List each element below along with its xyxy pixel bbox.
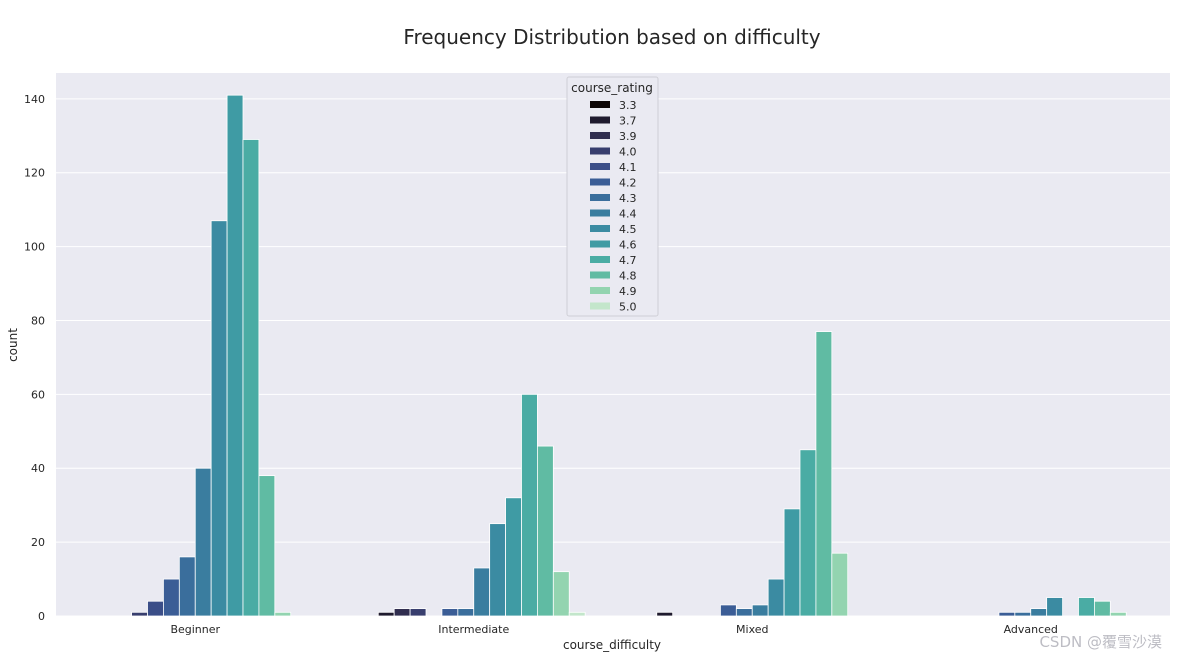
bar <box>799 449 817 617</box>
bar <box>521 393 538 617</box>
bar <box>178 556 196 617</box>
bar <box>393 608 411 617</box>
bar <box>131 611 148 617</box>
bar <box>163 578 180 617</box>
legend-label: 3.9 <box>619 130 637 143</box>
legend-label: 3.7 <box>619 115 637 128</box>
legend-swatch <box>590 209 610 217</box>
legend-label: 4.1 <box>619 161 637 174</box>
legend-swatch <box>590 240 610 248</box>
chart-title: Frequency Distribution based on difficul… <box>403 25 820 49</box>
legend-swatch <box>590 163 610 170</box>
y-tick-label: 140 <box>24 93 45 106</box>
bar <box>274 611 292 617</box>
legend-label: 4.8 <box>619 270 637 283</box>
bar <box>656 611 674 617</box>
legend-label: 3.3 <box>619 99 637 112</box>
legend-swatch <box>590 101 610 108</box>
bar <box>568 611 586 617</box>
x-tick-label: Advanced <box>1004 623 1058 636</box>
y-tick-label: 120 <box>24 167 45 180</box>
legend-frame <box>566 76 659 317</box>
bar <box>815 331 833 617</box>
legend-swatch <box>590 116 610 124</box>
bar <box>1109 611 1127 617</box>
bar <box>1094 600 1111 617</box>
x-tick-label: Intermediate <box>438 623 509 636</box>
legend-swatch <box>590 302 610 310</box>
legend-label: 4.0 <box>619 146 637 159</box>
bar <box>552 571 570 617</box>
bar <box>473 567 491 617</box>
bar <box>489 523 506 617</box>
bar <box>210 220 228 617</box>
x-tick-labels: Beginner Intermediate Mixed Advanced <box>170 623 1057 636</box>
bar <box>147 600 164 617</box>
bar <box>783 508 801 617</box>
legend-swatch <box>590 287 610 294</box>
legend-title: course_rating <box>571 81 653 95</box>
legend-swatch <box>590 271 610 279</box>
y-tick-label: 100 <box>24 241 45 254</box>
bar <box>242 139 260 617</box>
y-tick-label: 40 <box>31 462 45 475</box>
legend-label: 4.7 <box>619 254 637 267</box>
legend-swatch <box>590 178 610 186</box>
bar <box>377 611 395 617</box>
legend: course_rating 3.3 3.7 3.9 4.0 4.1 4.2 4.3 4.4 4.… <box>566 76 659 317</box>
legend-label: 5.0 <box>619 301 637 314</box>
y-tick-label: 20 <box>31 536 45 549</box>
bar <box>720 604 737 617</box>
bar <box>505 497 522 617</box>
bar <box>409 608 427 617</box>
x-tick-label: Beginner <box>170 623 220 636</box>
bar <box>457 608 475 617</box>
legend-swatch <box>590 194 610 201</box>
legend-label: 4.3 <box>619 192 637 205</box>
legend-swatch <box>590 256 610 263</box>
legend-swatch <box>590 147 610 155</box>
legend-label: 4.6 <box>619 239 637 252</box>
y-axis-label: count <box>6 328 20 362</box>
bar <box>831 552 849 617</box>
watermark: CSDN @覆雪沙漠 <box>1039 633 1162 651</box>
bar <box>226 94 244 617</box>
x-axis-label: course_difficulty <box>563 638 661 652</box>
bars <box>131 94 1127 617</box>
legend-label: 4.4 <box>619 208 637 221</box>
bar <box>767 578 785 617</box>
x-tick-label: Mixed <box>736 623 768 636</box>
legend-label: 4.9 <box>619 285 637 298</box>
legend-label: 4.5 <box>619 223 637 236</box>
y-tick-label: 0 <box>38 610 45 623</box>
bar <box>1046 597 1063 617</box>
legend-swatch <box>590 132 610 139</box>
bar <box>1014 611 1032 617</box>
y-tick-labels: 0 20 40 60 80 100 120 140 <box>24 93 45 623</box>
bar <box>441 608 459 617</box>
legend-items: 3.3 3.7 3.9 4.0 4.1 4.2 4.3 4.4 4.5 4.6 4.7 4.8 4.9 5… <box>590 99 637 314</box>
bar <box>1030 608 1048 617</box>
bar <box>537 445 554 617</box>
bar <box>735 608 753 617</box>
bar <box>998 611 1016 617</box>
bar <box>194 467 212 617</box>
bar <box>258 475 276 617</box>
legend-swatch <box>590 225 610 232</box>
y-tick-label: 60 <box>31 388 45 401</box>
bar <box>751 604 769 617</box>
bar <box>1078 597 1095 617</box>
y-tick-label: 80 <box>31 314 45 327</box>
legend-label: 4.2 <box>619 177 637 190</box>
